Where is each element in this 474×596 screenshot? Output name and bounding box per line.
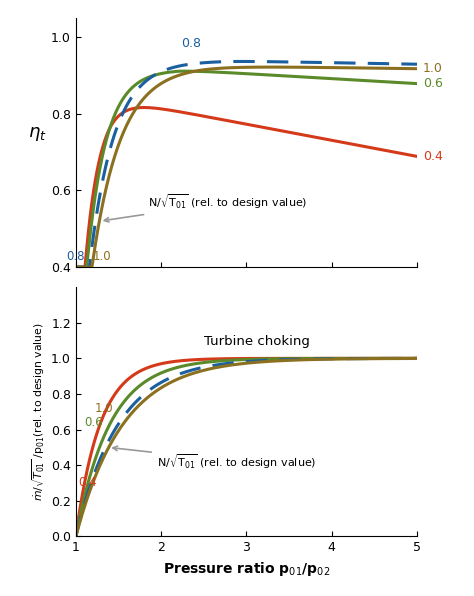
Text: 0.6: 0.6 [84,416,103,429]
Text: 0.8: 0.8 [67,250,85,263]
X-axis label: Pressure ratio p$_{01}$/p$_{02}$: Pressure ratio p$_{01}$/p$_{02}$ [163,560,330,578]
Text: 1.0: 1.0 [93,250,111,263]
Text: Turbine choking: Turbine choking [204,334,310,347]
Text: 0.4: 0.4 [78,476,97,489]
Text: 1.0: 1.0 [95,402,113,415]
Text: N/$\sqrt{\mathregular{T_{01}}}$ (rel. to design value): N/$\sqrt{\mathregular{T_{01}}}$ (rel. to… [113,446,316,471]
Text: 0.6: 0.6 [423,77,443,90]
Y-axis label: $\eta_t$: $\eta_t$ [27,125,46,142]
Y-axis label: $\dot{m}/\sqrt{T_{01}}$ /p$_{01}$(rel. to design value): $\dot{m}/\sqrt{T_{01}}$ /p$_{01}$(rel. t… [30,322,47,501]
Text: 0.4: 0.4 [423,150,443,163]
Text: 0.8: 0.8 [181,38,201,51]
Text: 1.0: 1.0 [423,62,443,75]
Text: N/$\sqrt{\mathregular{T_{01}}}$ (rel. to design value): N/$\sqrt{\mathregular{T_{01}}}$ (rel. to… [104,193,308,222]
